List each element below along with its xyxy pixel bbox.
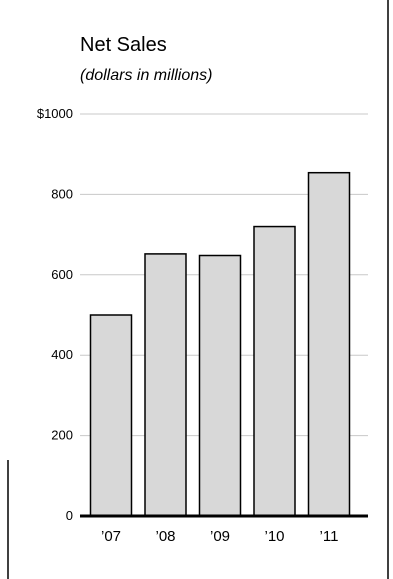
bar-2	[198, 254, 242, 517]
chart-subtitle: (dollars in millions)	[80, 67, 212, 84]
bar-4	[307, 171, 351, 517]
x-tick-label: ’09	[210, 528, 230, 545]
bar-1	[144, 253, 187, 517]
y-tick-label: 600	[51, 267, 73, 282]
x-tick-label: ’08	[155, 528, 175, 545]
chart-title: Net Sales	[80, 34, 167, 56]
y-tick-label: 800	[51, 186, 73, 201]
bar-0	[89, 314, 133, 517]
x-axis-ticks: ’07 ’08 ’09 ’10 ’11	[101, 528, 338, 545]
y-axis-ticks: 0 200 400 600 800 $1000	[37, 106, 73, 523]
bars	[89, 171, 351, 517]
x-tick-label: ’10	[264, 528, 284, 545]
y-tick-label: 200	[51, 428, 73, 443]
y-tick-label: $1000	[37, 106, 73, 121]
bar-3	[253, 225, 296, 517]
y-tick-label: 400	[51, 347, 73, 362]
x-tick-label: ’11	[320, 528, 339, 545]
x-tick-label: ’07	[101, 528, 121, 545]
y-tick-label: 0	[66, 508, 73, 523]
